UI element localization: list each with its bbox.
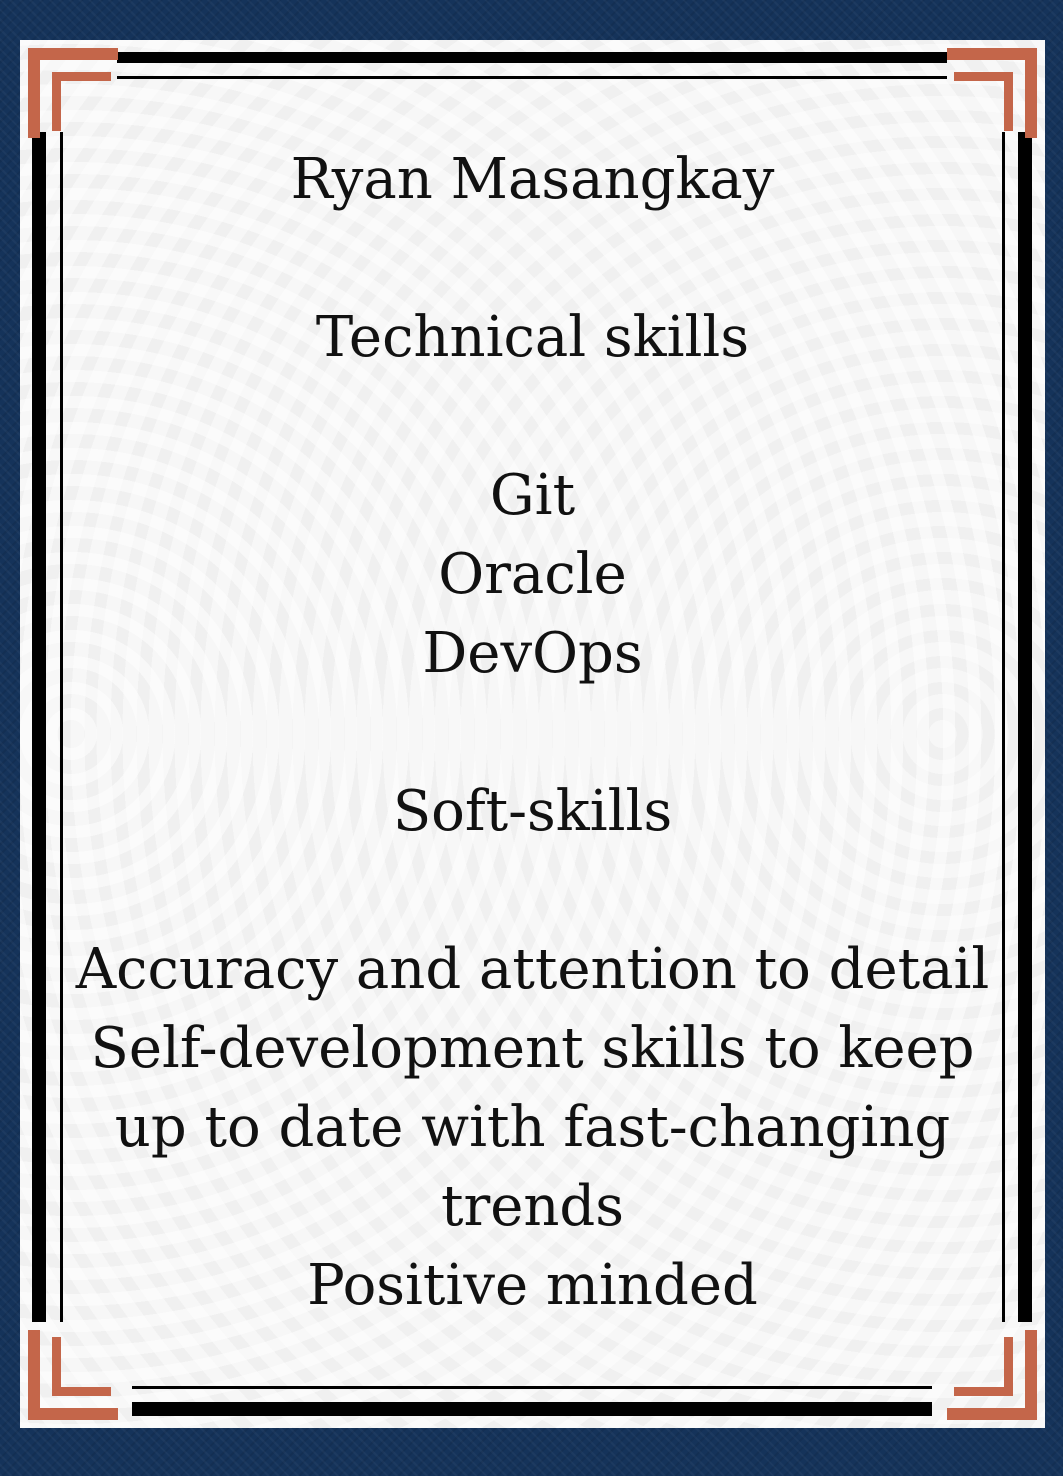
soft-skill-item: Positive minded [307,1253,758,1318]
soft-skill-item: Self-development skills to keep up to da… [90,1016,975,1239]
frame-line-right-inner [1002,132,1005,1322]
frame-line-top [117,52,947,63]
technical-skills-heading: Technical skills [315,305,750,370]
frame-line-bottom [132,1402,932,1416]
resume-card: Ryan Masangkay Technical skills Git Orac… [20,40,1045,1428]
person-name: Ryan Masangkay [290,147,775,212]
corner-bracket-bottom-right [947,1330,1037,1420]
resume-content: Ryan Masangkay Technical skills Git Orac… [50,140,1015,1325]
frame-line-right [1018,132,1032,1322]
technical-skill-item: Oracle [438,542,627,607]
technical-skill-item: Git [489,463,576,528]
corner-bracket-bottom-left [28,1330,118,1420]
frame-line-left-inner [60,132,63,1322]
technical-skill-item: DevOps [422,621,643,686]
frame-line-top-inner [117,76,947,79]
corner-bracket-top-right [947,48,1037,138]
soft-skills-heading: Soft-skills [392,779,673,844]
soft-skill-item: Accuracy and attention to detail [75,937,990,1002]
frame-line-bottom-inner [132,1386,932,1389]
corner-bracket-top-left [28,48,118,138]
frame-line-left [32,132,46,1322]
